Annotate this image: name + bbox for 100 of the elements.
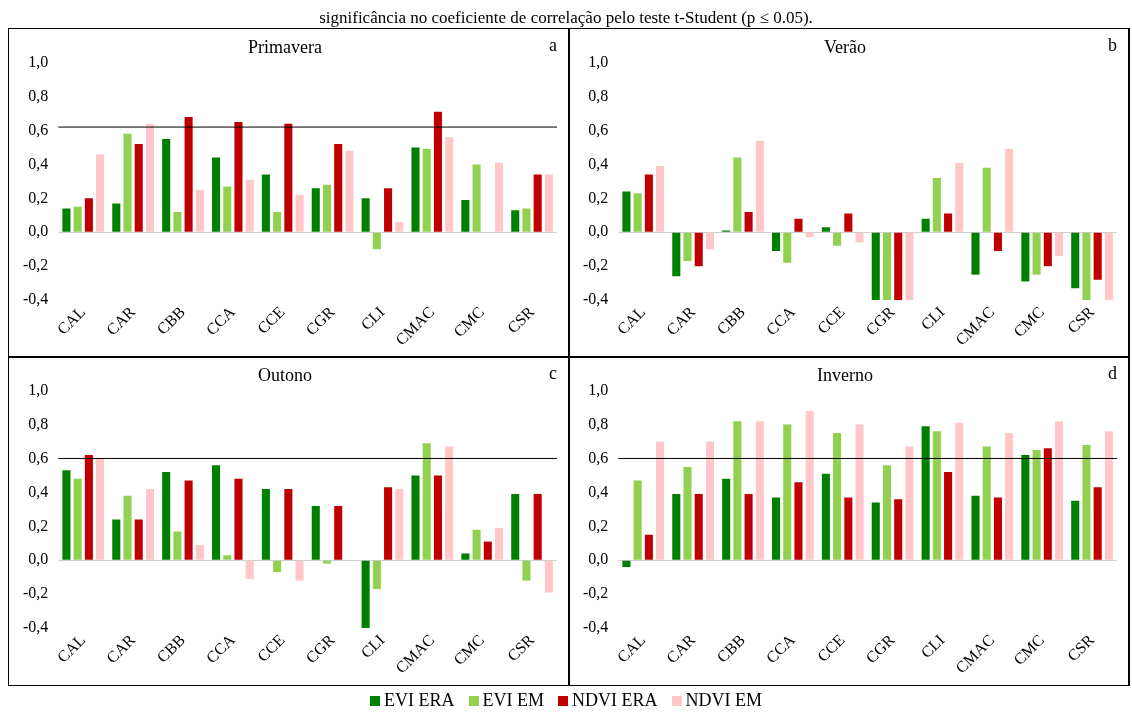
bar <box>245 179 254 232</box>
bar <box>971 232 980 275</box>
y-tick-label: 0,0 <box>588 222 609 240</box>
bar <box>223 555 232 560</box>
bar <box>1071 500 1080 560</box>
bar <box>84 198 93 232</box>
bar <box>755 421 764 560</box>
x-tick-label: CLI <box>357 630 388 662</box>
y-tick-label: 0,8 <box>28 86 49 104</box>
y-tick-label: 1,0 <box>28 52 49 70</box>
bar <box>694 232 703 267</box>
y-tick-label: 1,0 <box>28 380 49 398</box>
bar <box>644 174 653 232</box>
y-tick-label: 0,4 <box>588 154 609 172</box>
bar <box>134 519 143 560</box>
chart-title: Primavera <box>248 36 322 57</box>
chart-title: Verão <box>824 36 866 57</box>
bar <box>273 211 282 232</box>
y-tick-label: -0,4 <box>23 290 49 308</box>
bar <box>705 232 714 250</box>
y-tick-label: 0,4 <box>588 482 609 500</box>
bar <box>1082 232 1091 301</box>
bar <box>982 167 991 232</box>
bar <box>1032 449 1041 560</box>
text: a <box>549 34 557 55</box>
bar <box>62 470 71 560</box>
x-tick-label: CAL <box>53 302 89 338</box>
x-tick-label: CCE <box>813 630 848 665</box>
bar <box>483 541 492 560</box>
bar <box>472 164 481 232</box>
bar <box>62 208 71 232</box>
bar <box>771 232 781 251</box>
bar <box>894 232 903 301</box>
bar <box>134 144 143 232</box>
bar <box>445 137 454 232</box>
bar <box>245 560 254 579</box>
y-tick-label: 0,8 <box>588 414 609 432</box>
bar <box>411 147 420 232</box>
bar <box>921 218 930 232</box>
bar <box>173 211 182 232</box>
bar <box>261 174 270 232</box>
bar <box>261 488 270 560</box>
legend-label: EVI ERA <box>384 690 455 711</box>
x-tick-label: CBB <box>713 630 749 666</box>
bar <box>993 497 1002 560</box>
bar <box>162 138 171 232</box>
bar <box>744 211 753 232</box>
x-tick-label: CLI <box>357 302 388 334</box>
x-tick-label: CCE <box>253 630 288 665</box>
bar <box>295 194 304 232</box>
bar <box>223 186 232 232</box>
bar <box>123 133 132 232</box>
bar <box>295 560 304 581</box>
bar <box>882 232 892 301</box>
bar <box>722 478 731 560</box>
x-tick-label: CCE <box>813 302 848 337</box>
y-tick-label: 1,0 <box>588 52 609 70</box>
y-tick-label: -0,4 <box>23 618 49 636</box>
bar <box>73 478 82 560</box>
bar <box>944 213 953 232</box>
text: significância no coeficiente de correlação pelo teste t-Student (p ≤ 0.05). <box>318 8 814 28</box>
bar <box>433 475 442 560</box>
x-tick-label: CAL <box>613 630 649 666</box>
bar <box>284 123 293 232</box>
chart-title: Inverno <box>817 364 873 385</box>
bar <box>744 494 753 560</box>
bar <box>96 458 105 560</box>
bar <box>533 174 542 232</box>
bar <box>821 473 830 560</box>
bar <box>694 494 703 560</box>
bar <box>855 232 864 243</box>
legend-label: NDVI EM <box>685 690 762 711</box>
y-tick-label: 0,0 <box>588 550 609 568</box>
x-tick-label: CSR <box>1063 630 1098 665</box>
x-tick-label: CLI <box>917 630 948 662</box>
bar <box>112 203 121 232</box>
bar <box>123 495 132 560</box>
x-tick-label: CCA <box>202 630 239 667</box>
bar <box>656 166 665 232</box>
x-tick-label: CAR <box>102 630 139 667</box>
bar <box>644 534 653 560</box>
bar <box>844 213 853 232</box>
x-tick-label: CBB <box>153 630 189 666</box>
y-tick-label: 0,6 <box>588 448 609 466</box>
chart-title: Outono <box>258 364 312 385</box>
x-tick-label: CCA <box>202 302 239 339</box>
bar <box>921 426 930 560</box>
bar <box>461 200 470 232</box>
bar <box>273 560 282 573</box>
bar <box>533 494 542 560</box>
bar <box>932 431 941 560</box>
bar <box>622 560 631 568</box>
text: c <box>549 362 557 383</box>
bar <box>544 174 553 232</box>
x-tick-label: CAL <box>53 630 89 666</box>
bar <box>622 191 631 232</box>
bar <box>755 140 764 232</box>
bar <box>372 232 381 250</box>
bar <box>361 560 370 629</box>
x-tick-label: CSR <box>503 302 538 337</box>
